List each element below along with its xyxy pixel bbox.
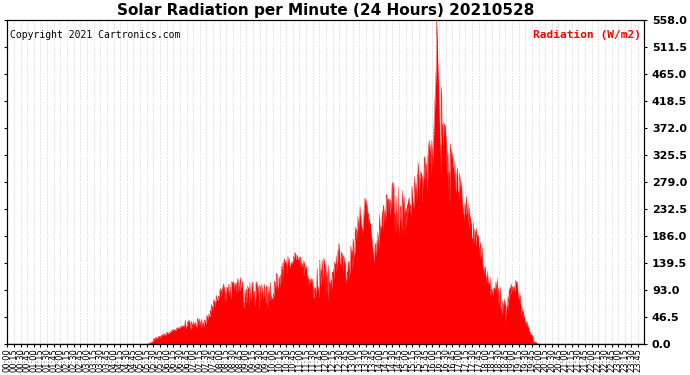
Title: Solar Radiation per Minute (24 Hours) 20210528: Solar Radiation per Minute (24 Hours) 20…: [117, 3, 535, 18]
Text: Copyright 2021 Cartronics.com: Copyright 2021 Cartronics.com: [10, 30, 181, 40]
Text: Radiation (W/m2): Radiation (W/m2): [533, 30, 641, 40]
